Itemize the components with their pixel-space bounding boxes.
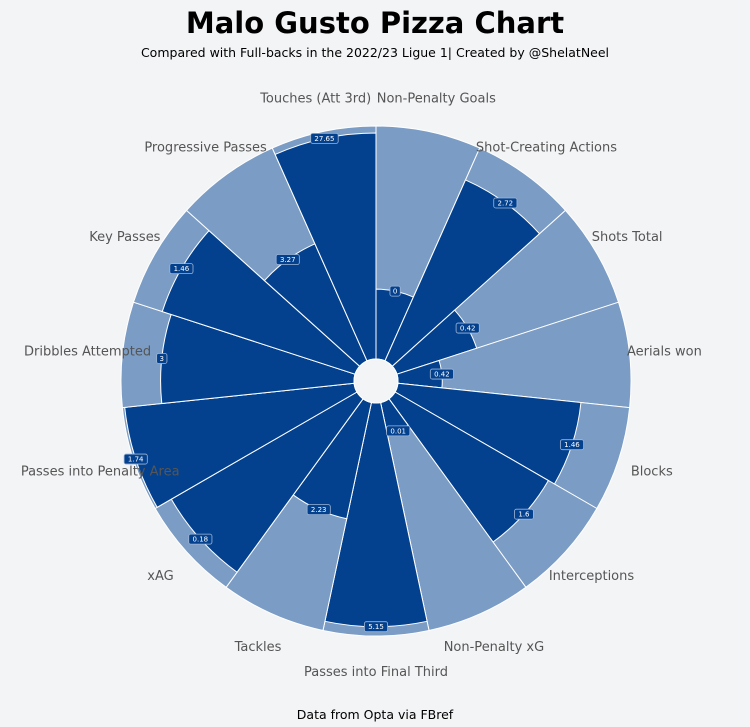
value-label: 5.15: [368, 623, 384, 631]
param-label: Shots Total: [592, 230, 663, 245]
param-label: Non-Penalty Goals: [377, 91, 496, 106]
value-box: [306, 504, 331, 516]
value-label: 0.01: [390, 427, 406, 435]
value-label: 1.6: [518, 511, 530, 519]
param-label: Shot-Creating Actions: [476, 140, 617, 155]
value-label: 0.42: [460, 325, 476, 333]
value-box: [389, 285, 401, 297]
param-label: Aerials won: [627, 345, 702, 360]
param-label: Non-Penalty xG: [444, 640, 545, 655]
value-box: [455, 322, 480, 334]
value-label: 2.23: [311, 506, 327, 514]
value-box: [275, 254, 300, 265]
value-label: 1.46: [564, 441, 580, 449]
value-label: 3.27: [280, 256, 296, 264]
param-label: Interceptions: [549, 569, 635, 584]
center-hole: [353, 358, 399, 404]
value-box: [123, 453, 148, 465]
value-label: 3: [160, 355, 164, 363]
value-box: [559, 439, 584, 451]
value-label: 2.72: [498, 199, 514, 207]
value-label: 0.18: [193, 536, 209, 544]
value-box: [310, 133, 339, 144]
value-box: [386, 425, 411, 437]
param-label: Tackles: [234, 640, 282, 655]
param-label: Key Passes: [89, 230, 160, 245]
value-box: [363, 621, 388, 633]
value-box: [493, 197, 518, 209]
param-label: Progressive Passes: [144, 140, 267, 155]
value-label: 27.65: [314, 135, 334, 143]
value-box: [156, 353, 168, 364]
param-label: Touches (Att 3rd): [259, 91, 371, 106]
param-label: Dribbles Attempted: [24, 345, 151, 360]
param-label: xAG: [147, 569, 173, 584]
value-box: [169, 263, 194, 275]
value-box: [188, 533, 213, 545]
param-label: Passes into Penalty Area: [21, 465, 180, 480]
param-label: Blocks: [631, 465, 673, 480]
value-label: 0.42: [434, 371, 450, 379]
chart-subtitle: Compared with Full-backs in the 2022/23 …: [140, 45, 610, 60]
value-box: [514, 508, 534, 520]
value-label: 1.74: [128, 456, 144, 464]
chart-title: Malo Gusto Pizza Chart: [185, 6, 565, 40]
param-label: Passes into Final Third: [304, 665, 448, 680]
value-label: 1.46: [174, 265, 190, 273]
value-box: [429, 368, 454, 380]
value-label: 0: [393, 288, 397, 296]
data-credit: Data from Opta via FBref: [296, 707, 454, 722]
